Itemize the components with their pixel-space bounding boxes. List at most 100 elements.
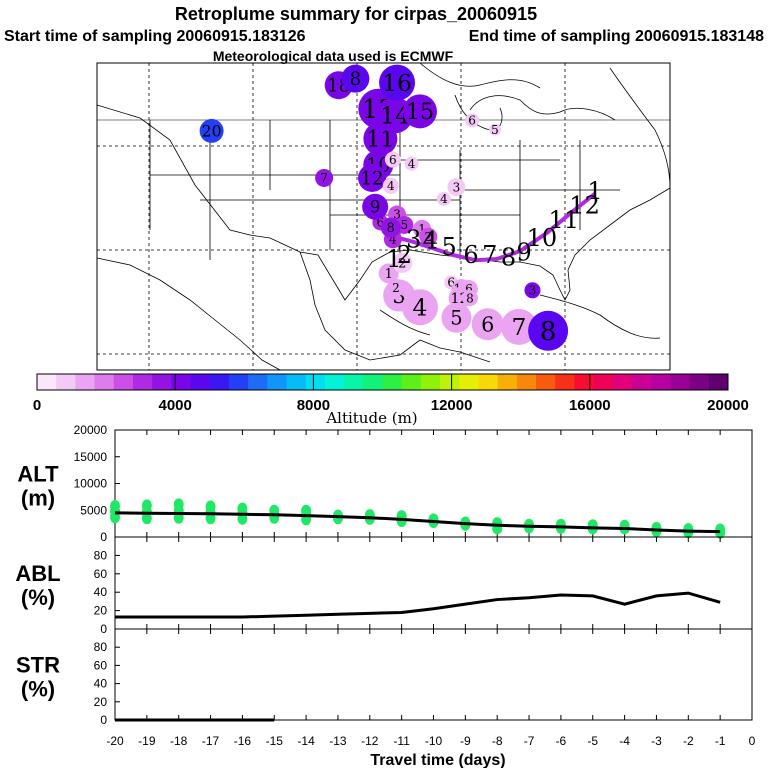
colorbar-swatch [113, 374, 134, 390]
altitude-point [715, 526, 726, 539]
y-tick-label: 60 [94, 658, 108, 672]
plume-marker [384, 151, 401, 168]
colorbar-swatch [593, 374, 614, 390]
plume-marker-label: 2 [398, 256, 406, 271]
panel-label: ALT [17, 462, 59, 487]
colorbar-swatch [209, 374, 230, 390]
colorbar-swatch [190, 374, 211, 390]
x-tick-label: -15 [266, 734, 284, 748]
colorbar-tick-label: 20000 [707, 397, 749, 414]
colorbar-swatch [632, 374, 652, 390]
colorbar-tick-label: 0 [33, 397, 41, 414]
y-tick-label: 40 [94, 585, 108, 599]
y-tick-label: 5000 [80, 503, 107, 517]
plume-marker-label: 3 [393, 208, 401, 222]
plume-marker-label: 2 [424, 230, 432, 244]
panel-frame [114, 536, 753, 630]
x-tick-label: -19 [138, 734, 156, 748]
x-tick-label: -1 [715, 734, 726, 748]
x-tick-label: -8 [492, 734, 503, 748]
colorbar-swatch [152, 374, 172, 390]
colorbar-swatch [363, 374, 383, 390]
plume-marker-label: 1 [418, 222, 426, 236]
colorbar-swatch [670, 374, 691, 390]
altitude-median-line [114, 511, 721, 534]
colorbar-tick-label: 12000 [431, 397, 473, 414]
plume-marker [441, 302, 472, 333]
plume-marker-label: 3 [453, 180, 461, 194]
colorbar-swatch [440, 374, 460, 390]
plume-track-line [398, 192, 597, 263]
plume-marker [401, 289, 438, 326]
y-tick-label: 0 [100, 530, 107, 544]
panel-frame [114, 628, 753, 721]
colorbar-swatch [344, 374, 364, 390]
x-tick-label: -20 [106, 734, 124, 748]
plume-marker [471, 308, 504, 341]
x-tick-label: -3 [651, 734, 662, 748]
y-tick-label: 20 [94, 604, 108, 618]
colorbar-label: Altitude (m) [325, 409, 417, 427]
x-tick-label: -13 [329, 734, 347, 748]
track-label: 7 [482, 241, 497, 269]
x-tick-label: -7 [524, 734, 535, 748]
plume-marker-label: 6 [447, 276, 455, 290]
plume-marker [379, 64, 416, 101]
plume-marker-label: 6 [468, 114, 476, 128]
end-time-label: End time of sampling 20060915.183148 [469, 28, 764, 45]
colorbar-tick-label: 16000 [569, 397, 611, 414]
x-tick-label: -4 [619, 734, 630, 748]
plume-marker [528, 310, 569, 351]
colorbar-swatch [94, 374, 115, 390]
y-tick-label: 0 [100, 622, 107, 636]
colorbar-swatch [651, 374, 671, 390]
plume-marker-label: 8 [350, 69, 362, 90]
colorbar-tick-label: 4000 [159, 397, 192, 414]
plume-marker [382, 177, 399, 194]
x-tick-label: -16 [234, 734, 252, 748]
colorbar-swatch [401, 374, 422, 390]
x-tick-label: -5 [587, 734, 598, 748]
colorbar-swatch [324, 374, 345, 390]
plume-marker [378, 263, 399, 284]
track-label: 8 [501, 244, 516, 272]
x-tick-label: -17 [202, 734, 220, 748]
track-label: 12 [569, 191, 600, 219]
plume-marker-label: 15 [406, 99, 434, 125]
plume-marker [362, 193, 389, 220]
y-tick-label: 15000 [74, 450, 108, 464]
colorbar-swatch [267, 374, 288, 390]
plume-marker [465, 113, 480, 128]
y-tick-label: 80 [94, 548, 108, 562]
colorbar-swatch [536, 374, 556, 390]
series-line [115, 591, 721, 619]
colorbar-swatch [382, 374, 403, 390]
x-tick-label: -6 [556, 734, 567, 748]
plume-marker-label: 4 [413, 293, 428, 321]
x-tick-label: -18 [170, 734, 188, 748]
plume-marker [447, 178, 466, 197]
plume-marker-label: 4 [440, 192, 448, 206]
plume-marker [341, 64, 370, 93]
y-tick-label: 60 [94, 567, 108, 581]
y-tick-label: 20000 [74, 423, 108, 437]
colorbar-swatch [555, 374, 575, 390]
plume-marker [524, 282, 541, 299]
colorbar-swatch [612, 374, 633, 390]
plume-marker-label: 4 [387, 179, 395, 193]
colorbar-swatch [497, 374, 518, 390]
plume-marker-label: 4 [389, 233, 397, 247]
y-tick-label: 80 [94, 640, 108, 654]
plume-marker [387, 278, 406, 297]
altitude-point [141, 512, 152, 525]
colorbar-swatch [459, 374, 479, 390]
plume-marker [500, 308, 537, 345]
plume-marker-label: 7 [320, 171, 328, 185]
plume-marker-label: 1 [385, 267, 393, 282]
colorbar-swatch [56, 374, 76, 390]
plume-marker [392, 252, 413, 273]
plume-marker-label: 2 [392, 281, 400, 295]
x-axis-label: Travel time (days) [370, 752, 505, 768]
plume-marker-label: 8 [540, 317, 557, 347]
